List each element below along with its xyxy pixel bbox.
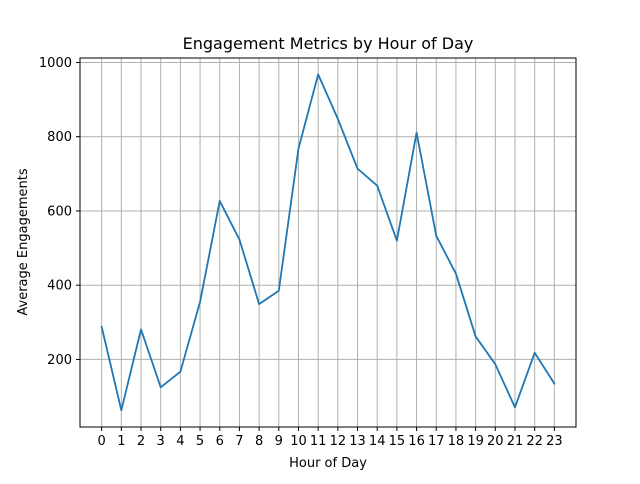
x-tick-label: 21 — [507, 434, 524, 449]
x-tick-label: 19 — [467, 434, 484, 449]
x-tick-label: 17 — [428, 434, 445, 449]
x-tick-label: 22 — [526, 434, 543, 449]
x-tick-label: 5 — [196, 434, 204, 449]
plot-frame — [80, 58, 576, 427]
x-tick-label: 16 — [408, 434, 425, 449]
x-tick-label: 6 — [216, 434, 224, 449]
y-tick-label: 400 — [47, 279, 72, 294]
x-tick-label: 8 — [255, 434, 263, 449]
x-tick-label: 1 — [117, 434, 125, 449]
x-tick-label: 15 — [389, 434, 406, 449]
y-axis-label: Average Engagements — [16, 168, 31, 315]
x-tick-label: 2 — [137, 434, 145, 449]
x-tick-label: 13 — [349, 434, 366, 449]
y-tick-label: 200 — [47, 353, 72, 368]
x-tick-label: 12 — [330, 434, 347, 449]
x-axis-label: Hour of Day — [289, 456, 367, 471]
x-tick-label: 4 — [176, 434, 184, 449]
grid-layer — [80, 58, 576, 427]
x-tick-label: 11 — [310, 434, 327, 449]
x-tick-label: 18 — [448, 434, 465, 449]
x-tick-label: 14 — [369, 434, 386, 449]
y-tick-label: 1000 — [39, 56, 72, 71]
x-tick-label: 20 — [487, 434, 504, 449]
x-tick-label: 23 — [546, 434, 563, 449]
x-tick-label: 0 — [98, 434, 106, 449]
x-tick-label: 7 — [235, 434, 243, 449]
y-axis-ticks: 200 400 600 800 1000 — [39, 56, 80, 368]
x-tick-label: 9 — [275, 434, 283, 449]
y-tick-label: 800 — [47, 130, 72, 145]
x-tick-label: 3 — [157, 434, 165, 449]
x-tick-label: 10 — [290, 434, 307, 449]
chart-title: Engagement Metrics by Hour of Day — [183, 34, 474, 53]
y-tick-label: 600 — [47, 204, 72, 219]
